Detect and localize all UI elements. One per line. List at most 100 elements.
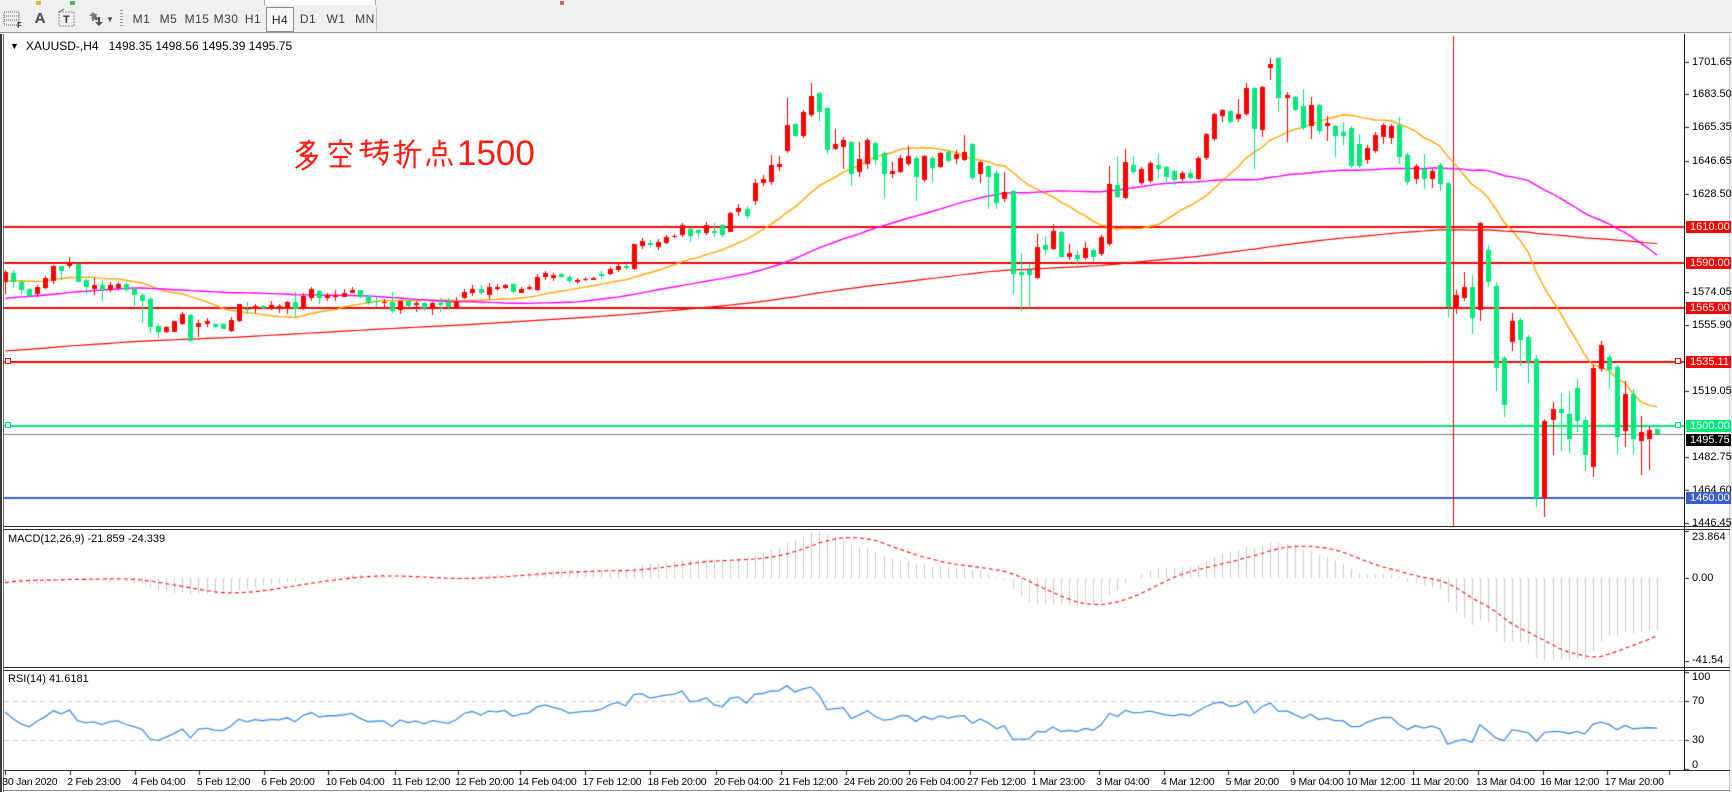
annotation-digits: 1500: [457, 134, 535, 173]
time-axis-label: 17 Feb 12:00: [582, 776, 642, 788]
clipped-icon-remnant: [70, 1, 75, 5]
timeframe-button-mn[interactable]: MN: [355, 12, 375, 26]
collapse-triangle-icon[interactable]: ▼: [10, 41, 19, 51]
annotation-glyph: [359, 138, 389, 166]
price-level-tag-1500_00[interactable]: 1500.00: [1686, 419, 1731, 432]
time-axis-label: 2 Feb 23:00: [67, 776, 121, 788]
toolbar-grip[interactable]: [120, 10, 123, 28]
window-border-bottom: [4, 790, 1730, 791]
price-axis-label: 1519.05: [1692, 385, 1732, 398]
timeframe-button-m5[interactable]: M5: [159, 12, 178, 26]
chart-title[interactable]: ▼ XAUUSD-,H4 1498.35 1498.56 1495.39 1495.…: [10, 39, 292, 53]
price-level-tag-1460_00[interactable]: 1460.00: [1686, 492, 1731, 505]
time-axis-label: 3 Mar 04:00: [1096, 776, 1150, 788]
chart-ohlc-readout: 1498.35 1498.56 1495.39 1495.75: [108, 39, 293, 53]
time-axis-label: 14 Feb 04:00: [517, 776, 577, 788]
time-axis-label: 11 Feb 12:00: [392, 776, 451, 788]
price-level-tag-1565_00[interactable]: 1565.00: [1686, 302, 1731, 315]
time-axis-label: 16 Mar 12:00: [1540, 776, 1600, 788]
macd-rsi-separator-bottom[interactable]: [4, 670, 1730, 671]
time-axis-label: 18 Feb 20:00: [647, 776, 707, 788]
annotation-glyph: [328, 138, 353, 167]
timeframe-button-m1[interactable]: M1: [132, 12, 151, 26]
price-axis-label: 1665.35: [1692, 121, 1732, 134]
time-axis-label: 13 Mar 04:00: [1475, 776, 1535, 788]
time-axis-label: 17 Mar 20:00: [1604, 776, 1664, 788]
price-axis-label: 1555.90: [1692, 318, 1732, 331]
price-level-tag-1610_00[interactable]: 1610.00: [1686, 221, 1731, 234]
price-level-tag-1535_11[interactable]: 1535.11: [1686, 356, 1731, 369]
arrows-dropdown-caret[interactable]: ▼: [106, 15, 114, 24]
annotation-glyph: [295, 139, 319, 170]
rsi-label: RSI(14) 41.6181: [8, 673, 89, 685]
time-axis-label: 4 Feb 04:00: [132, 776, 186, 788]
rsi-axis-label: 30: [1692, 734, 1705, 747]
window-border-left-outer: [0, 34, 2, 792]
timeframe-button-d1[interactable]: D1: [299, 12, 317, 26]
price-axis-label: 1646.65: [1692, 154, 1732, 167]
time-axis-label: 5 Mar 20:00: [1225, 776, 1280, 788]
macd-rsi-separator-top[interactable]: [4, 667, 1730, 668]
fibonacci-tool-icon[interactable]: F: [2, 8, 24, 30]
time-axis-label: 27 Feb 12:00: [967, 776, 1026, 788]
macd-label: MACD(12,26,9) -21.859 -24.339: [8, 533, 166, 545]
time-axis-label: 10 Mar 12:00: [1346, 776, 1405, 788]
window-border-right: [1729, 34, 1730, 792]
time-axis-label: 21 Feb 12:00: [778, 776, 838, 788]
annotation-glyph: [426, 138, 453, 167]
toolbar-separator: [376, 7, 377, 31]
clipped-icon-remnant: [560, 1, 564, 5]
line-handle-left-1500_00[interactable]: [5, 421, 11, 428]
line-studies-toolbar: F A T ▼ M1 M5 M15 M30 H1 H4 D1 W1 MN: [0, 5, 1732, 33]
macd-axis-label: 23.864: [1692, 531, 1726, 543]
rsi-axis-label: 70: [1692, 695, 1705, 708]
svg-text:T: T: [63, 14, 70, 26]
timeframe-button-m30[interactable]: M30: [213, 12, 239, 26]
time-axis-label: 30 Jan 2020: [2, 776, 58, 788]
time-axis-label: 12 Feb 20:00: [455, 776, 514, 788]
main-macd-separator-bottom[interactable]: [4, 529, 1730, 530]
arrows-tool-icon[interactable]: [84, 8, 106, 30]
timeframe-button-h4[interactable]: H4: [266, 7, 294, 32]
price-axis-label: 1574.05: [1692, 286, 1732, 299]
price-axis-label: 1701.65: [1692, 55, 1732, 68]
time-axis-label: 26 Feb 04:00: [906, 776, 965, 788]
price-axis-label: 1683.50: [1692, 88, 1732, 101]
clipped-upper-toolbar: [0, 0, 1732, 5]
current-price-tag: 1495.75: [1686, 433, 1731, 446]
macd-axis-label: 0.00: [1692, 572, 1714, 585]
price-axis-label: 1482.75: [1692, 451, 1732, 464]
time-axis-label: 24 Feb 20:00: [843, 776, 903, 788]
timeframe-button-m15[interactable]: M15: [184, 12, 210, 26]
text-annotation-icon[interactable]: A: [34, 10, 46, 27]
time-axis-label: 11 Mar 20:00: [1410, 776, 1469, 788]
main-macd-separator-top[interactable]: [4, 526, 1730, 527]
price-level-tag-1590_00[interactable]: 1590.00: [1686, 257, 1731, 270]
time-axis-label: 1 Mar 23:00: [1031, 776, 1085, 788]
price-chart-canvas[interactable]: [0, 34, 1732, 792]
chart-symbol-period: XAUUSD-,H4: [25, 39, 99, 53]
line-handle-right-1500_00[interactable]: [1675, 421, 1681, 428]
time-axis-label: 20 Feb 04:00: [713, 776, 773, 788]
macd-axis-label: -41.54: [1692, 654, 1724, 666]
text-label-icon[interactable]: T: [56, 8, 78, 30]
timeframe-button-h1[interactable]: H1: [244, 12, 262, 26]
clipped-button-remnant: [264, 0, 376, 5]
timeframe-button-w1[interactable]: W1: [326, 12, 346, 26]
rsi-axis-label: 0: [1692, 759, 1699, 771]
line-handle-right-1535_11[interactable]: [1675, 358, 1681, 365]
svg-text:F: F: [17, 21, 22, 30]
line-handle-left-1535_11[interactable]: [5, 358, 11, 365]
annotation-glyph: [393, 138, 422, 169]
price-axis-label: 1628.50: [1692, 187, 1732, 200]
window-border-left-inner: [3, 34, 4, 792]
rsi-axis-label: 100: [1692, 671, 1711, 683]
time-axis-label: 9 Mar 04:00: [1290, 776, 1344, 788]
chart-text-annotation[interactable]: 1500: [292, 136, 535, 172]
price-axis-label: 1446.45: [1692, 516, 1732, 529]
time-axis-label: 5 Feb 12:00: [196, 776, 251, 788]
price-axis-line: [1684, 34, 1685, 771]
clipped-icon-remnant: [36, 1, 41, 5]
window-right-gutter: [1730, 34, 1732, 792]
